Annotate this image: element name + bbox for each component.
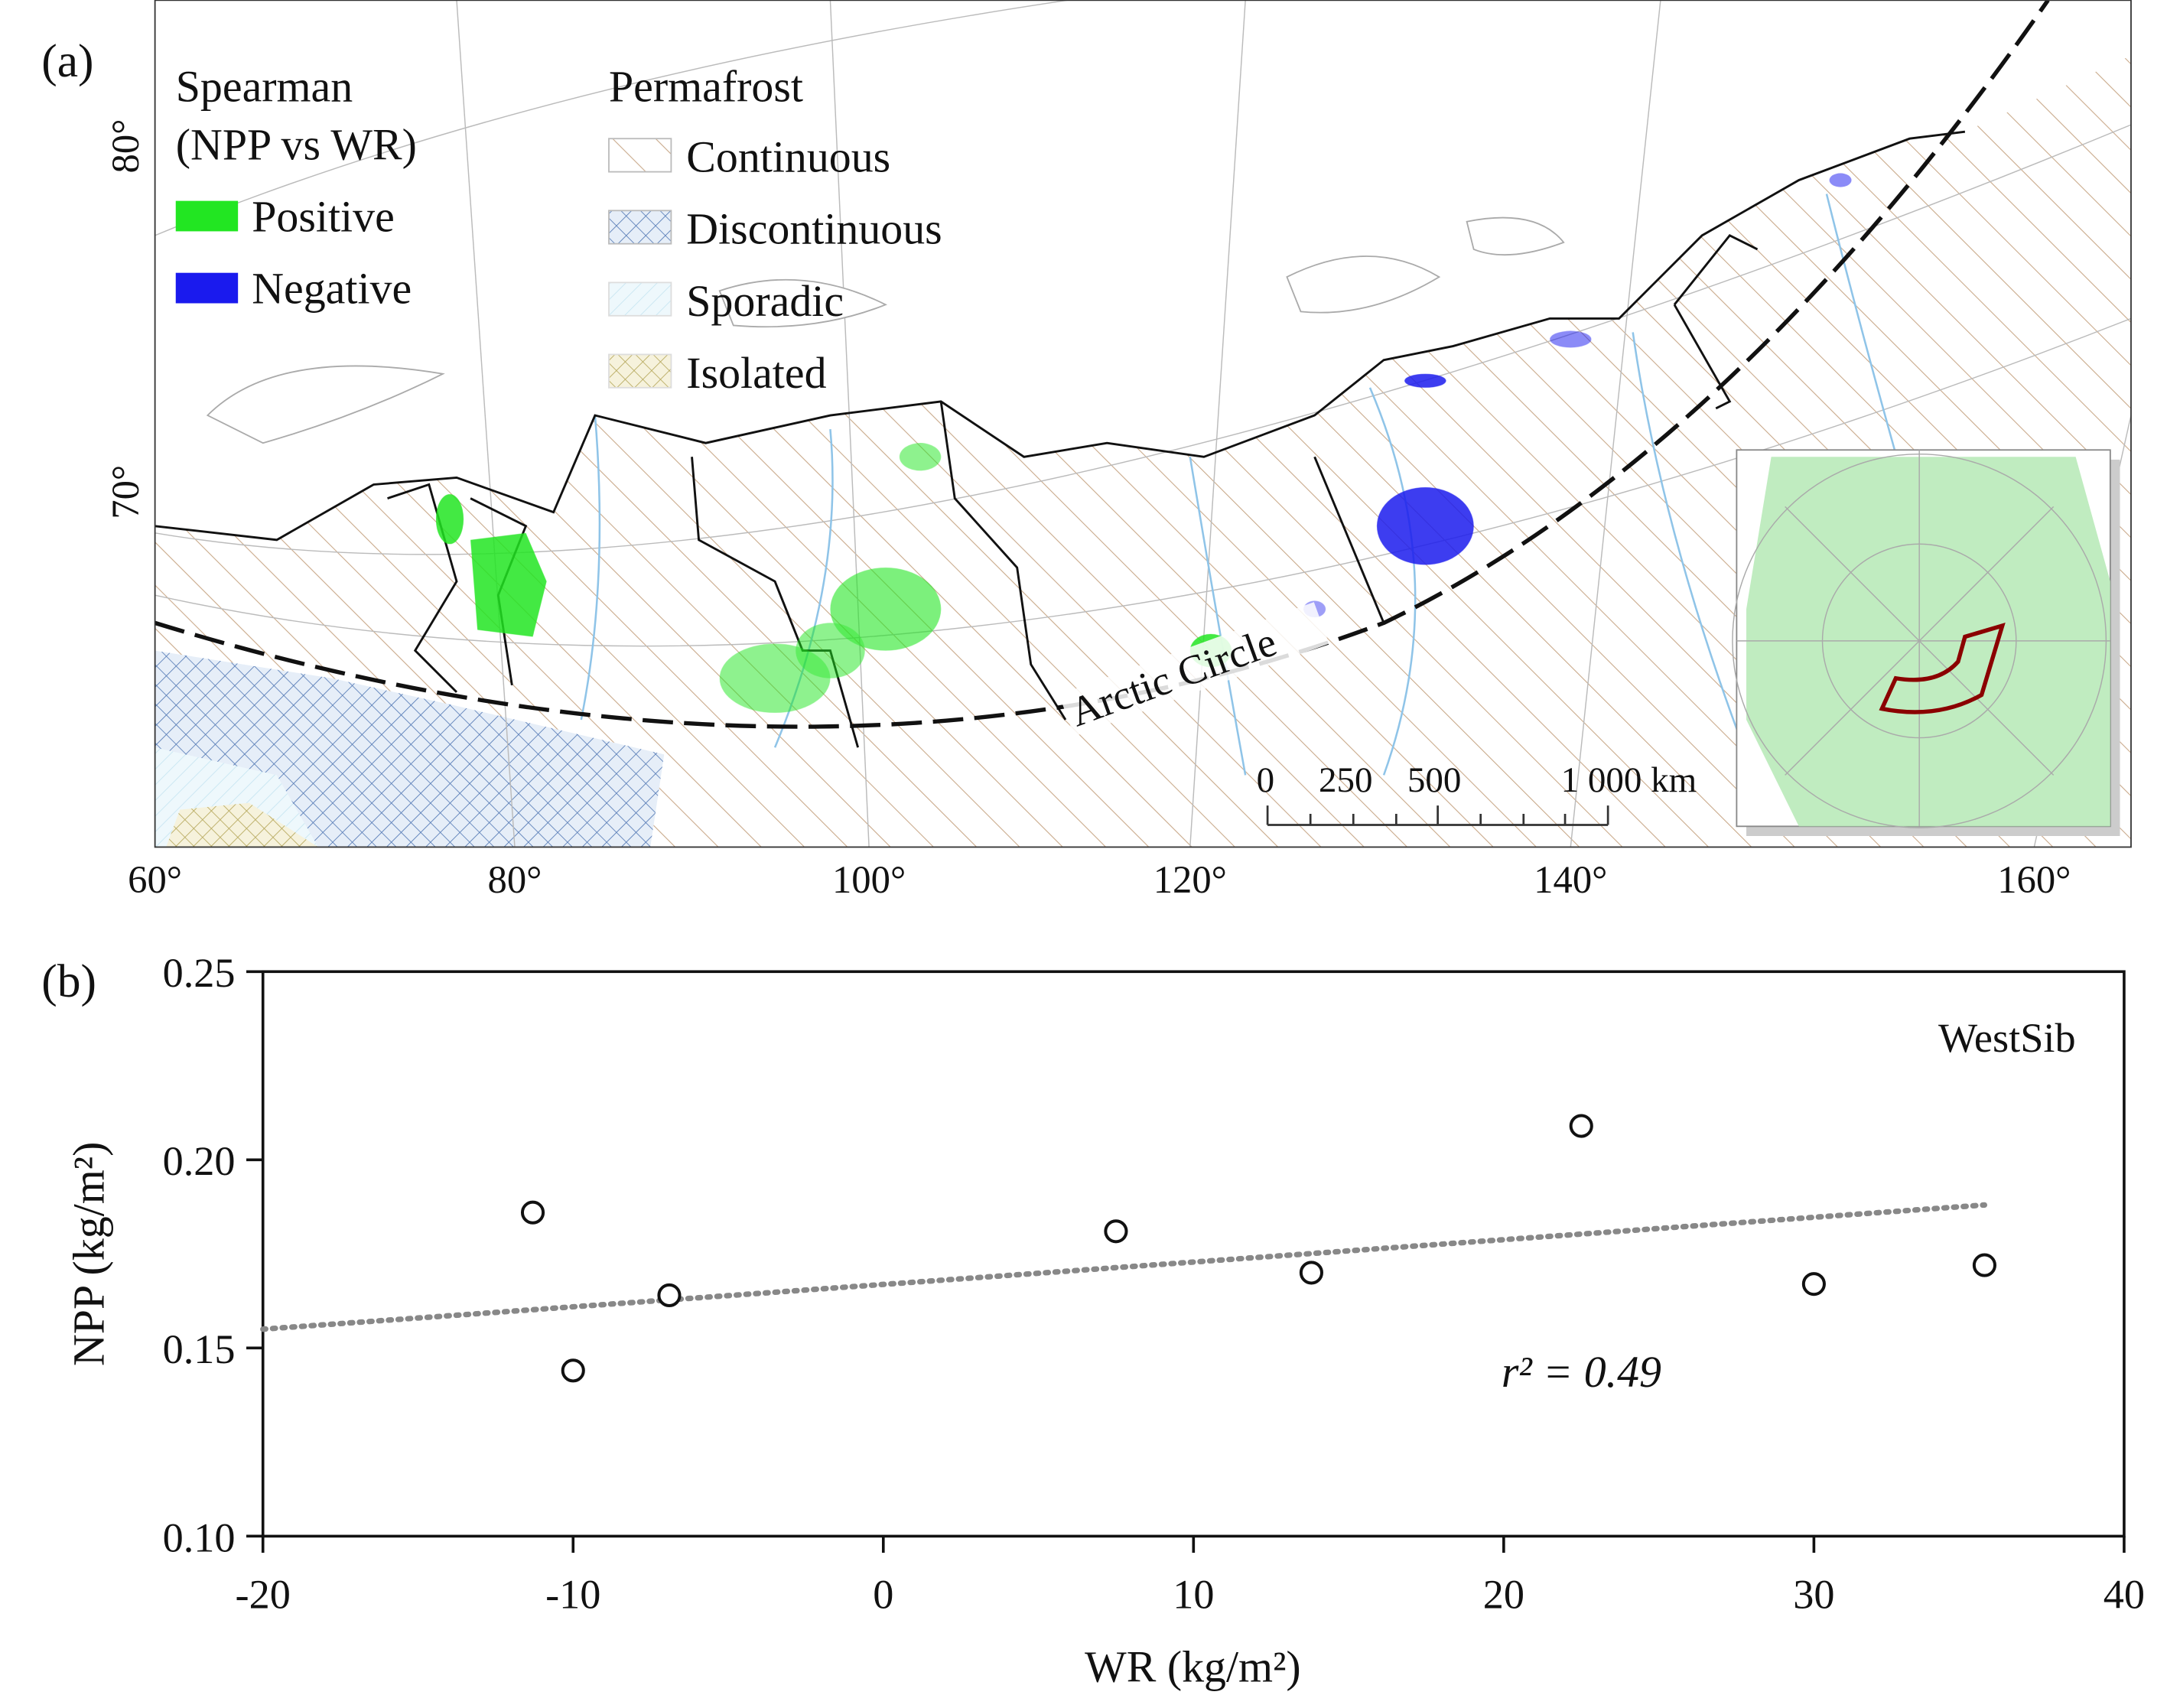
legend-spearman-subtitle: (NPP vs WR) (176, 119, 417, 169)
y-tick-label: 0.25 (163, 950, 236, 996)
panel-a-label: (a) (41, 35, 93, 87)
scale-label: 500 (1407, 760, 1462, 800)
scatter-chart: WestSib r² = 0.49 WR (kg/m²) NPP (kg/m²)… (64, 950, 2145, 1691)
y-tick-label: 0.15 (163, 1326, 236, 1372)
graticule (155, 0, 2131, 847)
legend-isolated-label: Isolated (686, 348, 826, 398)
data-point (1972, 1253, 1996, 1277)
legend-spearman-title: Spearman (176, 61, 353, 111)
lon-label: 160° (1997, 858, 2071, 901)
sporadic-swatch (608, 281, 672, 317)
data-point (1569, 1114, 1593, 1138)
data-point (520, 1200, 545, 1225)
lon-label: 60° (128, 858, 182, 901)
legend-continuous-label: Continuous (686, 132, 890, 182)
lon-label: 100° (832, 858, 906, 901)
scale-label: 250 (1319, 760, 1373, 800)
panel-b-label: (b) (41, 955, 96, 1007)
x-tick-label: 0 (873, 1571, 893, 1617)
data-point (561, 1358, 585, 1383)
scale-label: 0 (1257, 760, 1275, 800)
y-tick-label: 0.20 (163, 1138, 236, 1184)
legend-negative-label: Negative (252, 263, 412, 313)
x-tick-label: 30 (1793, 1571, 1834, 1617)
legend-spearman: Spearman (NPP vs WR) Positive Negative (175, 61, 417, 313)
inset-locator-map (1732, 449, 2120, 836)
legend-permafrost-title: Permafrost (609, 61, 803, 111)
x-tick-label: -10 (545, 1571, 600, 1617)
discontinuous-swatch (608, 210, 672, 245)
plot-frame (261, 970, 2126, 1538)
discontinuous-zone (155, 650, 665, 847)
lon-labels: 60° 80° 100° 120° 140° 160° (128, 858, 2071, 901)
arctic-circle-line (155, 0, 2050, 729)
r-squared-annotation: r² = 0.49 (1502, 1347, 1661, 1397)
lat-label-80: 80° (104, 119, 147, 174)
legend-discontinuous-label: Discontinuous (686, 204, 942, 254)
isolated-zone (166, 802, 319, 847)
lon-label: 120° (1153, 858, 1227, 901)
lon-label: 140° (1534, 858, 1607, 901)
x-tick-label: 40 (2104, 1571, 2145, 1617)
data-point (657, 1283, 682, 1308)
positive-swatch (175, 200, 239, 232)
legend-positive-label: Positive (252, 191, 395, 241)
x-tick-label: 10 (1173, 1571, 1214, 1617)
lon-label: 80° (488, 858, 542, 901)
x-tick-label: 20 (1483, 1571, 1524, 1617)
negative-swatch (175, 272, 239, 304)
legend-sporadic-label: Sporadic (686, 276, 844, 326)
continuous-zone (155, 55, 2131, 847)
continuous-swatch (608, 138, 672, 173)
isolated-swatch (608, 353, 672, 389)
data-point (1104, 1219, 1128, 1244)
lat-label-70: 70° (104, 465, 147, 519)
islands (206, 216, 1565, 444)
data-point (1801, 1272, 1826, 1296)
legend-permafrost: Permafrost Continuous Discontinuous Spor… (608, 61, 942, 398)
y-tick-label: 0.10 (163, 1514, 236, 1560)
scale-label: 1 000 km (1561, 760, 1697, 800)
trendline (260, 1202, 1988, 1332)
chart-title: WestSib (1938, 1015, 2076, 1061)
data-point (1299, 1261, 1323, 1285)
y-axis-label: NPP (kg/m²) (64, 1142, 114, 1366)
x-tick-label: -20 (236, 1571, 291, 1617)
scale-bar: 0 250 500 1 000 km (1257, 760, 1697, 826)
x-axis-label: WR (kg/m²) (1085, 1641, 1301, 1691)
map-frame (154, 0, 2132, 848)
